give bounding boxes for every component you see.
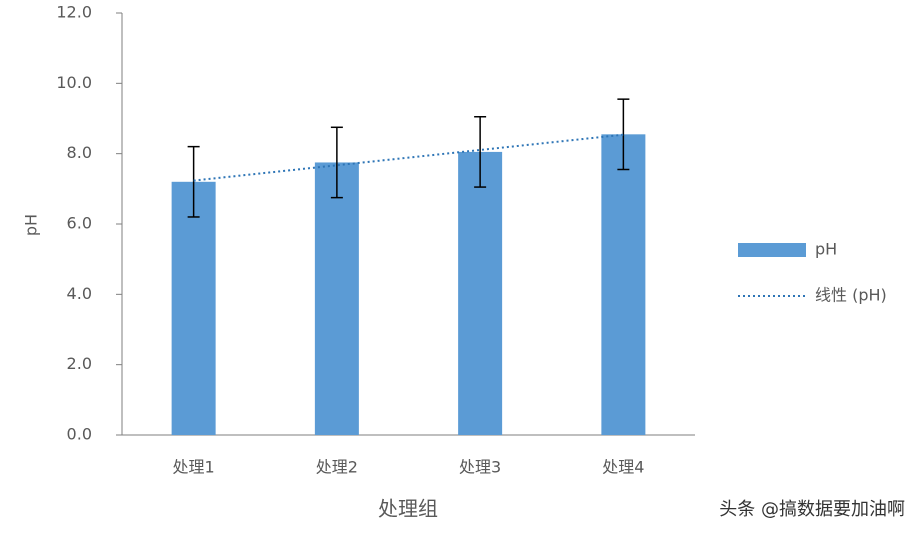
y-axis-label: pH [22, 214, 41, 236]
y-tick-label: 0.0 [67, 425, 92, 444]
legend-label: 线性 (pH) [815, 286, 887, 305]
bar [458, 151, 503, 436]
error-bar [187, 145, 200, 218]
legend-label: pH [815, 240, 837, 259]
x-tick-label: 处理2 [316, 458, 358, 477]
watermark: 头条 @搞数据要加油啊 [719, 499, 905, 520]
y-tick-label: 12.0 [56, 3, 92, 22]
legend-swatch [738, 243, 806, 257]
bar [601, 134, 646, 435]
y-tick-label: 10.0 [56, 73, 92, 92]
x-axis-label: 处理组 [378, 497, 438, 521]
x-tick-label: 处理3 [459, 458, 501, 477]
x-tick-label: 处理4 [602, 458, 644, 477]
y-tick-label: 8.0 [67, 143, 92, 162]
bar [171, 181, 216, 435]
y-tick-label: 2.0 [67, 354, 92, 373]
y-tick-label: 4.0 [67, 284, 92, 303]
y-tick-label: 6.0 [67, 214, 92, 233]
error-bar [474, 115, 487, 188]
bar [314, 162, 359, 436]
error-bar [330, 126, 343, 199]
x-tick-label: 处理1 [173, 458, 215, 477]
trendline [193, 133, 624, 182]
error-bar [617, 98, 630, 171]
